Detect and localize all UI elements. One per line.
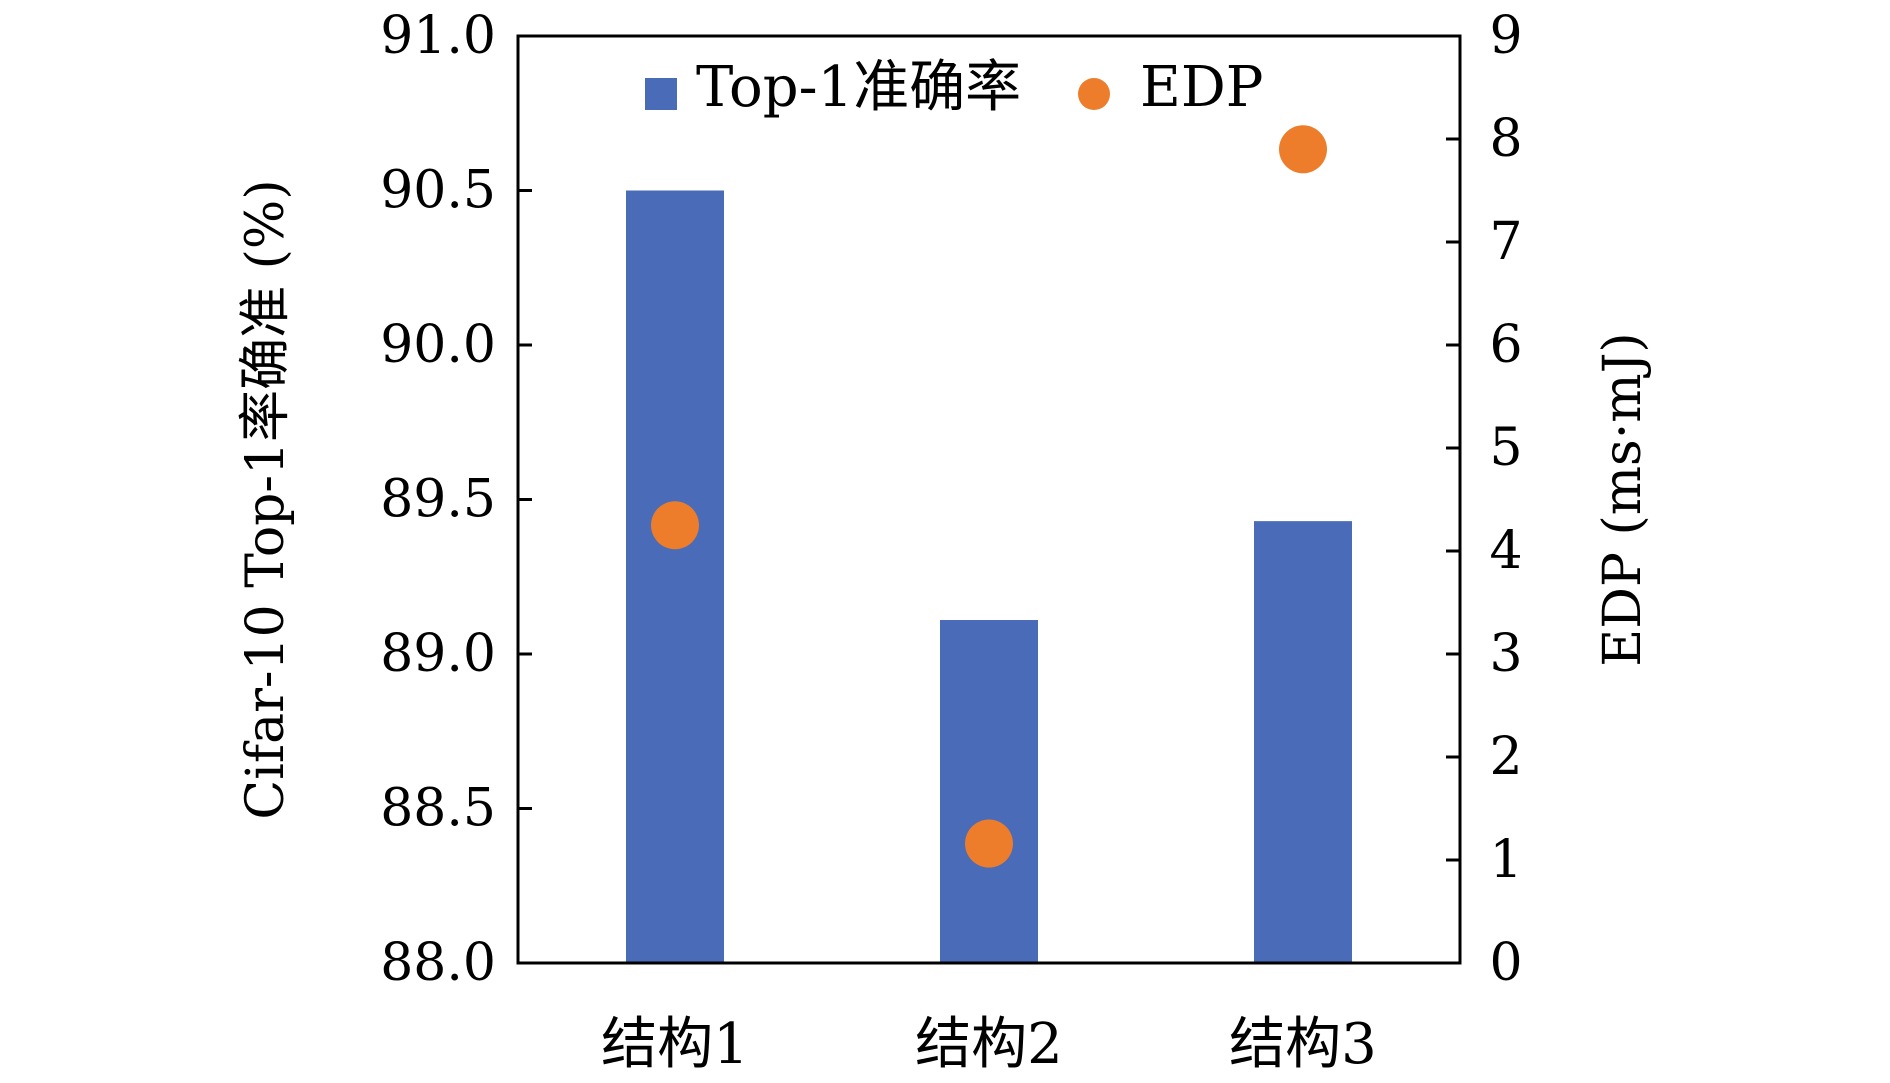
left-tick-label: 91.0 xyxy=(380,6,496,66)
right-tick-label: 3 xyxy=(1489,624,1522,684)
edp-point-1 xyxy=(651,501,699,550)
right-tick-label: 8 xyxy=(1489,109,1522,169)
edp-point-2 xyxy=(965,819,1013,868)
legend: Top-1准确率 EDP xyxy=(645,55,1263,120)
scatter-series xyxy=(651,125,1327,868)
left-tick-label: 88.0 xyxy=(380,933,496,993)
left-tick-label: 88.5 xyxy=(380,779,496,839)
right-tick-label: 1 xyxy=(1489,830,1522,890)
y2-axis-label: EDP (ms·mJ) xyxy=(1593,332,1653,666)
edp-point-3 xyxy=(1279,125,1327,174)
legend-point-label: EDP xyxy=(1140,55,1263,120)
right-tick-label: 9 xyxy=(1489,6,1522,66)
right-tick-label: 6 xyxy=(1489,315,1522,375)
right-tick-label: 2 xyxy=(1489,727,1522,787)
left-tick-label: 89.0 xyxy=(380,624,496,684)
right-tick-label: 4 xyxy=(1489,521,1522,581)
bar-1 xyxy=(626,190,724,963)
x-axis: 结构1 结构2 结构3 xyxy=(601,1012,1377,1077)
left-tick-label: 89.5 xyxy=(380,470,496,530)
bar-3 xyxy=(1254,521,1352,963)
y-axis-label: Cifar-10 Top-1率确准 (%) xyxy=(236,179,296,819)
left-tick-label: 90.5 xyxy=(380,161,496,221)
left-tick-label: 90.0 xyxy=(380,315,496,375)
right-tick-label: 0 xyxy=(1489,933,1522,993)
x-tick-label: 结构1 xyxy=(601,1012,749,1077)
right-tick-label: 7 xyxy=(1489,212,1522,272)
x-tick-label: 结构3 xyxy=(1229,1012,1377,1077)
right-y-axis: 0 1 2 3 4 5 6 7 8 9 xyxy=(1446,6,1523,993)
legend-point-swatch xyxy=(1078,78,1110,110)
bar-series xyxy=(626,190,1352,963)
legend-bar-swatch xyxy=(645,78,677,110)
x-tick-label: 结构2 xyxy=(915,1012,1063,1077)
legend-bar-label: Top-1准确率 xyxy=(696,55,1021,120)
bar-2 xyxy=(940,620,1038,963)
left-y-axis: 88.0 88.5 89.0 89.5 90.0 90.5 91.0 xyxy=(380,6,532,993)
right-tick-label: 5 xyxy=(1489,418,1522,478)
